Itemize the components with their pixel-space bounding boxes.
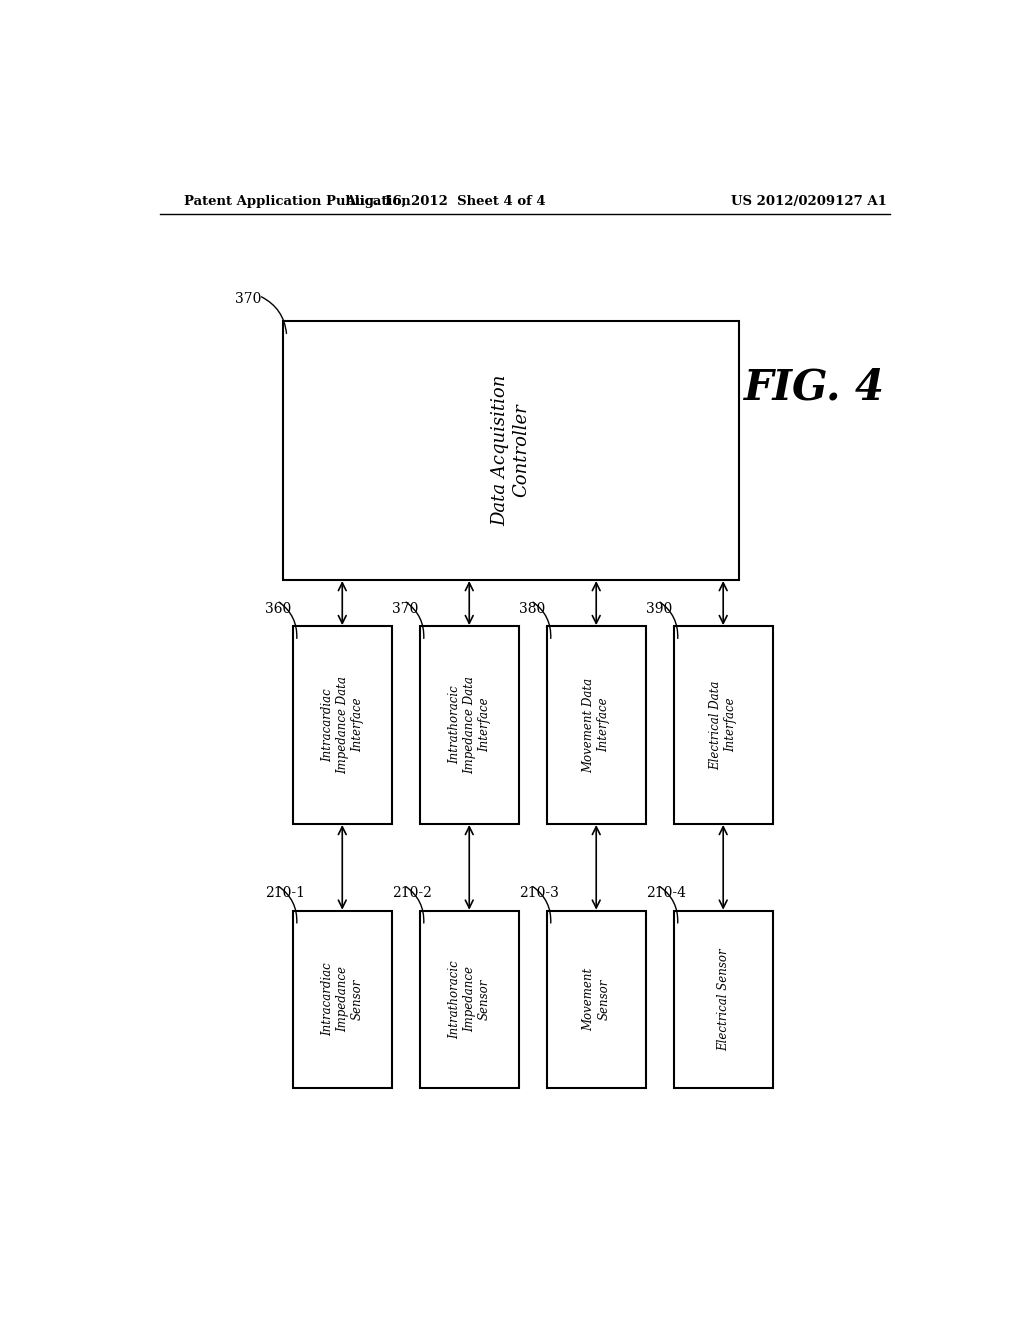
Text: 360: 360: [265, 602, 291, 615]
Text: Intrathoracic
Impedance
Sensor: Intrathoracic Impedance Sensor: [447, 960, 490, 1039]
Text: 210-2: 210-2: [392, 886, 432, 900]
Text: 370: 370: [392, 602, 418, 615]
Text: Data Acquisition
Controller: Data Acquisition Controller: [492, 375, 530, 527]
Text: 380: 380: [519, 602, 545, 615]
Text: Intracardiac
Impedance
Sensor: Intracardiac Impedance Sensor: [321, 962, 364, 1036]
Bar: [293, 911, 392, 1089]
Bar: [293, 626, 392, 824]
Bar: [674, 626, 773, 824]
Text: 390: 390: [646, 602, 672, 615]
Text: Aug. 16, 2012  Sheet 4 of 4: Aug. 16, 2012 Sheet 4 of 4: [345, 194, 546, 207]
Text: FIG. 4: FIG. 4: [744, 366, 885, 408]
Bar: [547, 626, 646, 824]
Text: 210-1: 210-1: [265, 886, 305, 900]
Text: Electrical Sensor: Electrical Sensor: [717, 948, 730, 1051]
Text: Movement Data
Interface: Movement Data Interface: [583, 677, 610, 772]
Bar: [420, 911, 519, 1089]
Text: Patent Application Publication: Patent Application Publication: [183, 194, 411, 207]
Text: Intracardiac
Impedance Data
Interface: Intracardiac Impedance Data Interface: [321, 676, 364, 774]
Text: US 2012/0209127 A1: US 2012/0209127 A1: [731, 194, 887, 207]
Text: 210-3: 210-3: [519, 886, 559, 900]
Bar: [283, 321, 739, 581]
Text: 210-4: 210-4: [646, 886, 686, 900]
Bar: [420, 626, 519, 824]
Text: 370: 370: [236, 292, 261, 306]
Text: Movement
Sensor: Movement Sensor: [583, 968, 610, 1031]
Text: Intrathoracic
Impedance Data
Interface: Intrathoracic Impedance Data Interface: [447, 676, 490, 774]
Text: Electrical Data
Interface: Electrical Data Interface: [710, 680, 737, 770]
Bar: [547, 911, 646, 1089]
Bar: [674, 911, 773, 1089]
